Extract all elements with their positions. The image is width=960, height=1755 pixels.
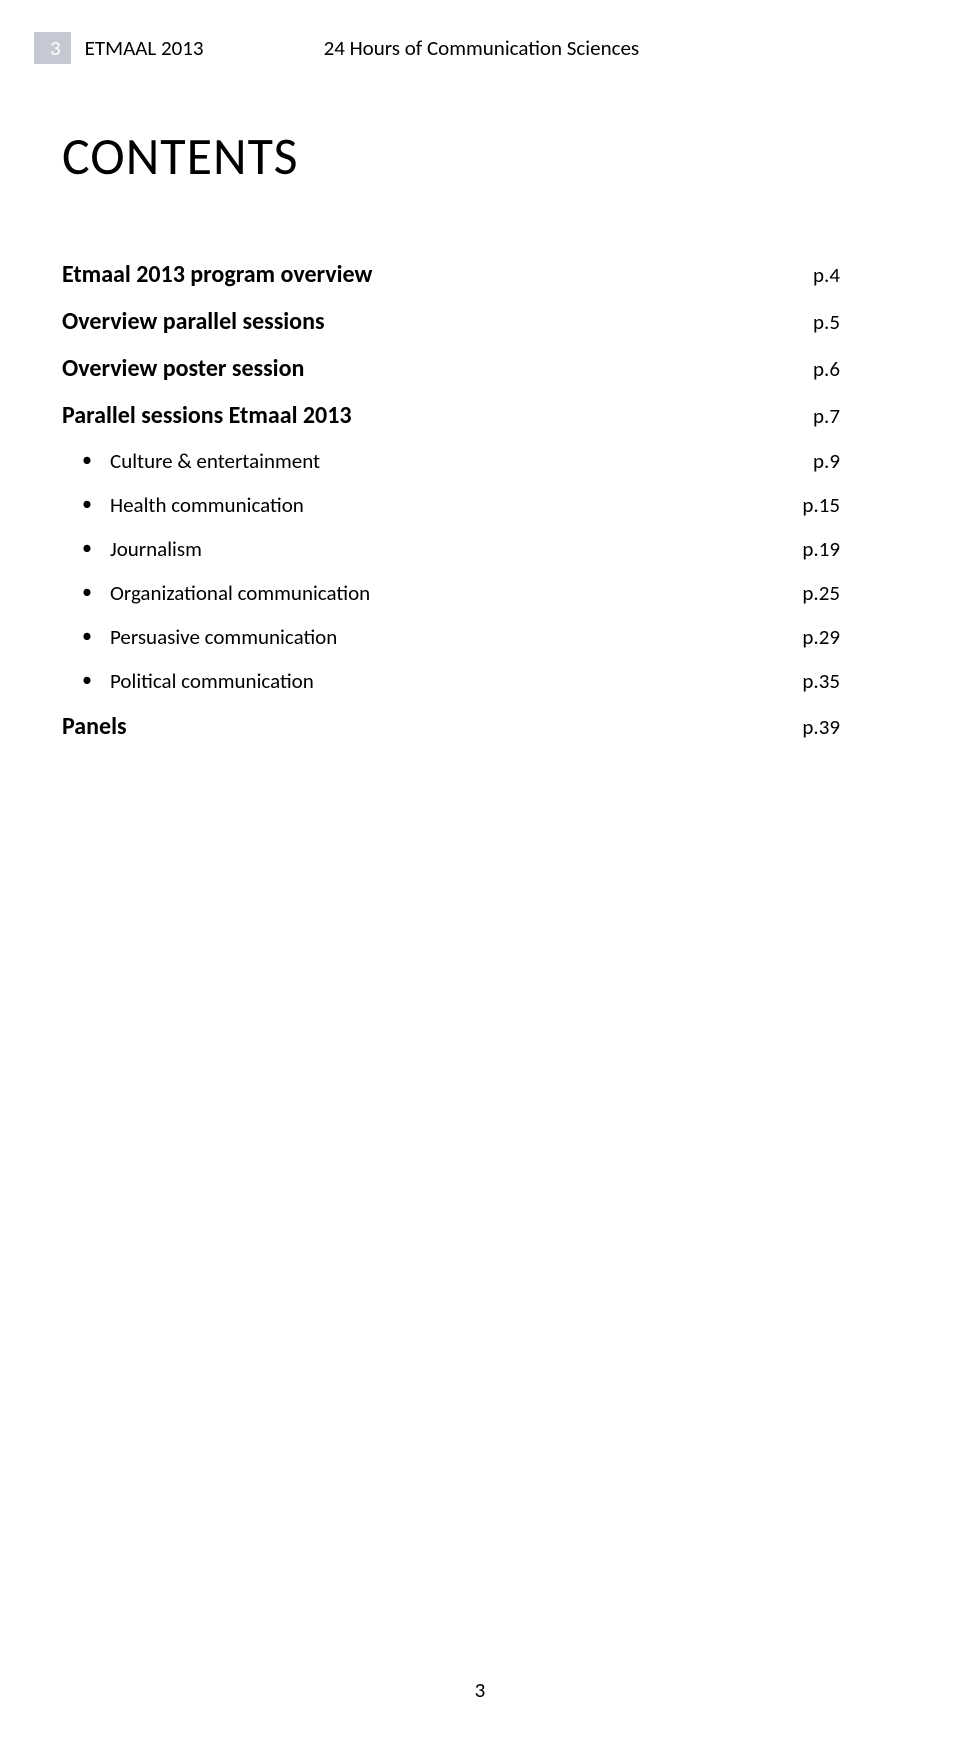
toc-item: Overview poster session p.6 [62,354,840,383]
toc-subitem: Persuasive communication p.29 [62,624,840,650]
toc-page: p.6 [780,356,840,382]
toc-item-panels: Panels p.39 [62,712,840,741]
toc-item: Parallel sessions Etmaal 2013 p.7 [62,401,840,430]
toc-label: Overview parallel sessions [62,307,325,336]
toc-sublabel: Culture & entertainment [110,448,320,474]
table-of-contents: Etmaal 2013 program overview p.4 Overvie… [62,260,840,741]
header-pagenum: 3 [50,35,61,61]
toc-subitem: Journalism p.19 [62,536,840,562]
toc-subitem: Health communication p.15 [62,492,840,518]
header-subtitle: 24 Hours of Communication Sciences [324,35,640,61]
toc-page: p.39 [780,714,840,740]
toc-label: Panels [62,712,127,741]
toc-label: Etmaal 2013 program overview [62,260,372,289]
page-header: 3 ETMAAL 2013 24 Hours of Communication … [0,0,960,64]
toc-page: p.5 [780,309,840,335]
toc-subitem: Culture & entertainment p.9 [62,448,840,474]
toc-sublabel: Journalism [110,536,202,562]
toc-subpage: p.9 [780,448,840,474]
toc-subpage: p.25 [780,580,840,606]
header-title: ETMAAL 2013 [85,35,204,61]
toc-page: p.7 [780,403,840,429]
toc-subpage: p.19 [780,536,840,562]
toc-item: Etmaal 2013 program overview p.4 [62,260,840,289]
toc-subpage: p.35 [780,668,840,694]
page-title: CONTENTS [62,124,960,188]
toc-label: Parallel sessions Etmaal 2013 [62,401,352,430]
toc-sublabel: Political communication [110,668,314,694]
toc-label: Overview poster session [62,354,304,383]
toc-subitem: Organizational communication p.25 [62,580,840,606]
toc-sublist: Culture & entertainment p.9 Health commu… [62,448,840,694]
toc-subpage: p.29 [780,624,840,650]
toc-item: Overview parallel sessions p.5 [62,307,840,336]
toc-sublabel: Organizational communication [110,580,370,606]
toc-sublabel: Persuasive communication [110,624,337,650]
toc-page: p.4 [780,262,840,288]
header-pagenum-box: 3 [34,32,71,64]
toc-subitem: Political communication p.35 [62,668,840,694]
footer-pagenum: 3 [0,1677,960,1703]
toc-subpage: p.15 [780,492,840,518]
toc-sublabel: Health communication [110,492,304,518]
